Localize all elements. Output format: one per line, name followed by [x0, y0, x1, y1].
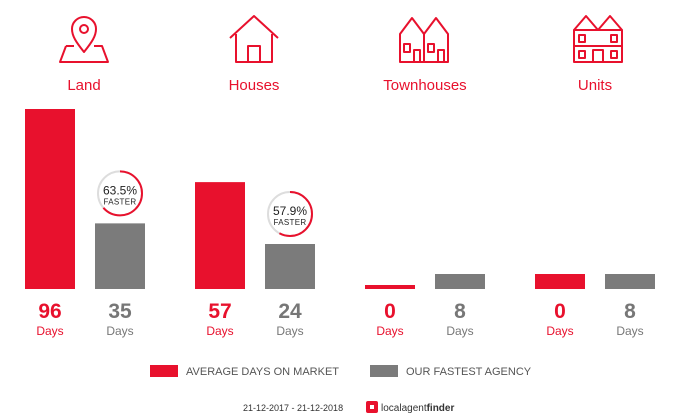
value-label-townhouses-fastest: 8 [454, 300, 466, 323]
value-label-units-fastest: 8 [624, 300, 636, 323]
legend-swatch-avg [150, 365, 178, 377]
bars-layer [25, 109, 655, 289]
house-icon [229, 15, 279, 63]
bar-land-fastest [95, 223, 145, 289]
unit-label-land-fastest: Days [106, 324, 133, 338]
unit-label-land-avg: Days [36, 324, 63, 338]
unit-label-townhouses-avg: Days [376, 324, 403, 338]
legend-swatch-fastest [370, 365, 398, 377]
bar-houses-avg [195, 182, 245, 289]
faster-badge-houses: 57.9%FASTER [267, 191, 313, 237]
date-range: 21-12-2017 - 21-12-2018 [243, 403, 343, 413]
brand-logo-mark [370, 405, 374, 409]
value-label-houses-avg: 57 [208, 300, 231, 323]
faster-badge-arc [267, 191, 313, 237]
bar-townhouses-fastest [435, 274, 485, 289]
category-label-houses: Houses [229, 77, 280, 94]
faster-badge-arc [97, 170, 143, 217]
bar-houses-fastest [265, 244, 315, 289]
units-icon [573, 15, 623, 63]
bar-units-fastest [605, 274, 655, 289]
faster-percent-label: 63.5% [103, 183, 137, 197]
category-label-units: Units [578, 77, 612, 94]
value-label-land-fastest: 35 [108, 300, 132, 323]
brand-name-part1: localagent [381, 403, 427, 414]
value-label-land-avg: 96 [38, 300, 61, 323]
value-label-houses-fastest: 24 [278, 300, 302, 323]
unit-label-townhouses-fastest: Days [446, 324, 473, 338]
faster-percent-label: 57.9% [273, 204, 307, 218]
bar-units-avg [535, 274, 585, 289]
faster-sub-label: FASTER [274, 218, 307, 227]
unit-label-units-avg: Days [546, 324, 573, 338]
faster-badge-land: 63.5%FASTER [97, 170, 143, 217]
map-pin-icon [59, 16, 109, 63]
unit-label-houses-avg: Days [206, 324, 233, 338]
bar-townhouses-avg [365, 285, 415, 289]
brand-name-part2: finder [427, 403, 455, 414]
faster-sub-label: FASTER [104, 197, 137, 206]
legend-label-avg: AVERAGE DAYS ON MARKET [186, 366, 339, 378]
unit-label-units-fastest: Days [616, 324, 643, 338]
category-label-townhouses: Townhouses [383, 77, 466, 94]
value-label-units-avg: 0 [554, 300, 566, 323]
value-label-townhouses-avg: 0 [384, 300, 396, 323]
unit-label-houses-fastest: Days [276, 324, 303, 338]
category-label-land: Land [67, 77, 100, 94]
brand-name: localagentfinder [381, 403, 454, 414]
townhouse-icon [399, 17, 449, 63]
legend-label-fastest: OUR FASTEST AGENCY [406, 366, 532, 378]
bar-land-avg [25, 109, 75, 289]
